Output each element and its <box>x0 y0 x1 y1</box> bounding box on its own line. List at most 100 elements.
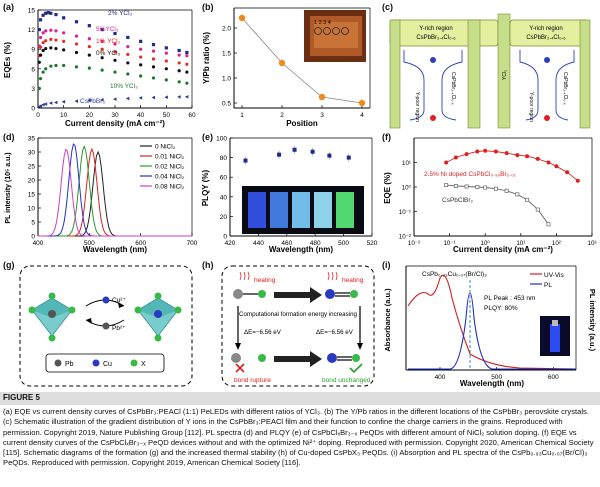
i-xtick-label: 400 <box>435 374 446 381</box>
a-point <box>74 50 79 55</box>
a-point <box>151 43 156 47</box>
a-point <box>185 54 189 58</box>
i-legend-pl: PL <box>544 282 552 289</box>
b-xlabel: Position <box>286 119 318 128</box>
a-point <box>126 35 130 40</box>
a-point <box>87 98 91 103</box>
panel-i: (i) 400 500 600 CsPb₀.₉₃Cu₀.₀₇(Br/Cl)₃ PL … <box>380 258 600 390</box>
f-ytick-label: 10¹ <box>402 160 411 167</box>
h-heating-2: heating <box>342 277 364 284</box>
b-point <box>238 14 246 22</box>
f-point <box>525 197 530 202</box>
h-rupture: bond rupture <box>234 377 271 384</box>
e-xtick-label: 460 <box>281 240 292 247</box>
a-point <box>54 38 58 42</box>
e-xtick-label: 480 <box>310 240 321 247</box>
a-point <box>126 44 130 49</box>
e-point <box>310 149 315 154</box>
d-legend-label: 0.01 NiCl₂ <box>155 154 185 161</box>
a-point <box>100 68 104 72</box>
a-ytick-label: 6 <box>31 66 35 73</box>
a-point <box>87 24 91 28</box>
a-xtick-label: 20 <box>86 112 94 119</box>
a-label-cs: CsPbBr₃ <box>80 98 105 105</box>
h-de-2: ΔE=−6.56 eV <box>316 329 354 336</box>
f-ytick-label: 10⁻² <box>399 234 411 241</box>
a-xtick-label: 30 <box>111 112 119 119</box>
f-point <box>475 149 480 154</box>
a-xtick-label: 50 <box>163 112 171 119</box>
a-point <box>177 48 181 53</box>
f-point <box>546 160 551 165</box>
f-label-2: CsPbClBr₂ <box>442 197 474 204</box>
i-xtick-label: 500 <box>491 374 502 381</box>
a-point <box>151 95 155 100</box>
a-point <box>41 48 45 53</box>
a-xlabel: Current density (mA cm⁻²) <box>65 119 165 128</box>
a-point <box>139 74 143 78</box>
f-xtick-label: 10⁻² <box>408 240 420 247</box>
a-point <box>38 35 43 40</box>
f-xlabel: Current density (mA cm⁻²) <box>453 245 553 254</box>
a-point <box>54 46 58 51</box>
schematic-g: Cu²⁺ Pb²⁺ Pb Cu X <box>19 265 193 387</box>
panel-label-c: (c) <box>382 2 393 12</box>
d-ytick-label: 25 <box>28 164 36 171</box>
a-point <box>44 29 48 33</box>
a-point <box>87 66 91 70</box>
e-xlabel: Wavelength (nm) <box>269 245 333 254</box>
g-legend-x: X <box>141 361 146 368</box>
d-ytick-label: 30 <box>28 150 36 157</box>
b-point <box>358 99 366 107</box>
c-yrich-sub-1: CsPbBr₂.₄Cl₀.₆ <box>416 35 456 41</box>
a-point <box>100 56 104 60</box>
e-xtick-label: 520 <box>367 240 378 247</box>
f-series-line <box>446 184 549 225</box>
a-point <box>49 28 53 32</box>
f-point <box>504 188 509 193</box>
a-point <box>177 80 181 84</box>
f-ylabel: EQE (%) <box>383 172 392 204</box>
f-point <box>464 184 469 189</box>
b-line <box>241 17 363 104</box>
a-ytick-label: 0 <box>31 106 35 113</box>
i-vial-photo <box>540 316 570 356</box>
b-point <box>318 93 326 101</box>
i-xlabel: Wavelength (nm) <box>460 379 524 388</box>
b-xtick-label: 4 <box>360 112 364 119</box>
d-xtick-label: 500 <box>84 240 95 247</box>
b-xtick-label: 2 <box>280 112 284 119</box>
a-point <box>164 46 168 50</box>
a-point <box>164 78 168 82</box>
i-pl-line <box>408 292 576 370</box>
a-point <box>48 101 53 105</box>
a-point <box>49 11 53 15</box>
a-point <box>100 39 104 43</box>
d-ytick-label: 35 <box>28 136 36 143</box>
e-ytick-label: 0 <box>223 234 227 241</box>
a-point <box>38 53 43 57</box>
c-yrich-1: Y-rich region <box>419 26 452 32</box>
a-point <box>74 99 78 103</box>
figure-caption: (a) EQE vs current density curves of CsP… <box>3 407 594 468</box>
f-point <box>453 184 458 188</box>
a-label-2: 2% YCl₃ <box>108 10 133 17</box>
c-ypoor-2: Y-poor region <box>528 92 534 122</box>
a-point <box>44 46 48 51</box>
schematic-h: heating heating Computational formation … <box>221 265 375 387</box>
a-ytick-label: 12 <box>28 27 36 34</box>
a-xtick-label: 10 <box>60 112 68 119</box>
d-legend-label: 0.02 NiCl₂ <box>155 164 185 171</box>
a-point <box>37 28 41 32</box>
a-point <box>62 48 66 52</box>
a-point <box>41 102 45 107</box>
a-point <box>37 60 41 64</box>
a-point <box>113 58 117 62</box>
i-peak: PL Peak : 453 nm <box>484 295 535 302</box>
a-xtick-label: 40 <box>137 112 145 119</box>
a-point <box>44 67 48 71</box>
chart-i: 400 500 600 CsPb₀.₉₃Cu₀.₀₇(Br/Cl)₃ PL Peak… <box>383 265 597 388</box>
a-point <box>54 29 58 33</box>
a-point <box>37 86 41 90</box>
a-point <box>61 99 66 104</box>
